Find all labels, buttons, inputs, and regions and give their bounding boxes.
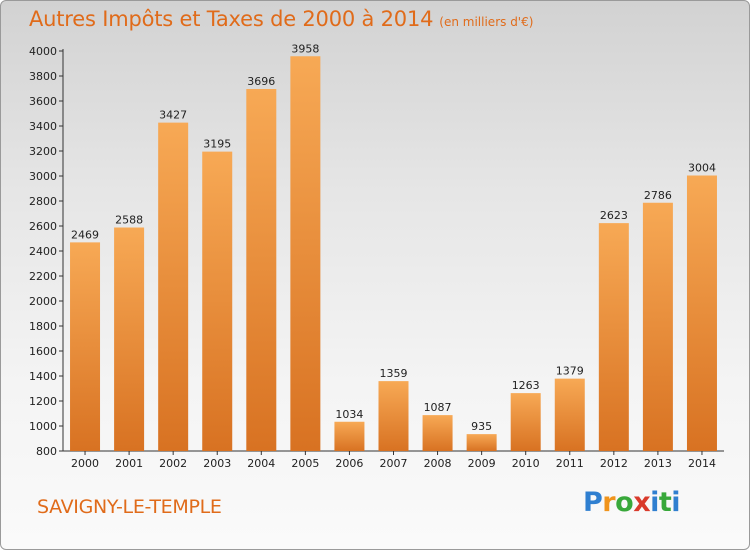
y-tick-label: 2600 [29,220,57,233]
x-tick-label: 2003 [203,457,231,470]
bar-value-label: 1087 [424,401,452,414]
y-tick-label: 800 [36,445,57,458]
bar [466,434,497,451]
bar [290,56,321,451]
x-tick-label: 2002 [159,457,187,470]
bar-value-label: 1379 [556,365,584,378]
bar-value-label: 3958 [291,42,319,55]
bar [70,242,101,451]
bar [114,227,145,451]
y-tick-label: 1400 [29,370,57,383]
bar [642,202,673,451]
x-tick-label: 2004 [247,457,275,470]
y-tick-label: 2200 [29,270,57,283]
y-tick-label: 1800 [29,320,57,333]
x-tick-label: 2008 [424,457,452,470]
y-tick-label: 2400 [29,245,57,258]
x-tick-label: 2014 [688,457,716,470]
city-name: SAVIGNY-LE-TEMPLE [37,496,222,518]
bar-value-label: 2469 [71,228,99,241]
logo-letter: P [583,487,603,518]
bar-value-label: 2786 [644,189,672,202]
y-tick-label: 4000 [29,45,57,58]
y-tick-label: 1000 [29,420,57,433]
y-tick-label: 3800 [29,70,57,83]
x-tick-label: 2007 [380,457,408,470]
x-tick-label: 2001 [115,457,143,470]
logo-letter: i [671,487,681,518]
y-tick-label: 3600 [29,95,57,108]
logo-letter: x [633,487,651,518]
bar-value-label: 1359 [380,367,408,380]
bar [246,89,277,451]
y-tick-label: 1600 [29,345,57,358]
bar-value-label: 3696 [247,75,275,88]
bar [202,151,233,451]
y-tick-label: 3000 [29,170,57,183]
chart-subtitle: (en milliers d'€) [439,15,534,29]
logo-letter: r [602,487,616,518]
bar [334,421,365,451]
x-tick-label: 2000 [71,457,99,470]
logo-letter: i [650,487,659,518]
bar-value-label: 3195 [203,138,231,151]
x-tick-label: 2012 [600,457,628,470]
bar-value-label: 1034 [335,408,363,421]
bar-value-label: 3004 [688,162,716,175]
y-tick-label: 1200 [29,395,57,408]
x-tick-label: 2013 [644,457,672,470]
y-tick-label: 2800 [29,195,57,208]
bar-value-label: 3427 [159,109,187,122]
logo-letter: o [615,487,634,518]
x-tick-label: 2010 [512,457,540,470]
x-tick-label: 2005 [291,457,319,470]
x-tick-label: 2011 [556,457,584,470]
bar [158,122,189,451]
bar-value-label: 2623 [600,209,628,222]
bar-value-label: 2588 [115,214,143,227]
y-tick-label: 2000 [29,295,57,308]
bar-value-label: 935 [471,420,492,433]
y-tick-label: 3400 [29,120,57,133]
bar [510,393,541,451]
proxiti-logo: Proxiti [583,487,681,518]
bar [378,381,409,451]
bar [598,223,629,451]
bar [422,415,453,451]
x-tick-label: 2009 [468,457,496,470]
x-tick-label: 2006 [335,457,363,470]
bar [686,175,717,451]
bar-value-label: 1263 [512,379,540,392]
chart-title: Autres Impôts et Taxes de 2000 à 2014 (en… [29,7,534,31]
bar [554,378,585,451]
y-tick-label: 3200 [29,145,57,158]
logo-letter: t [658,487,672,518]
